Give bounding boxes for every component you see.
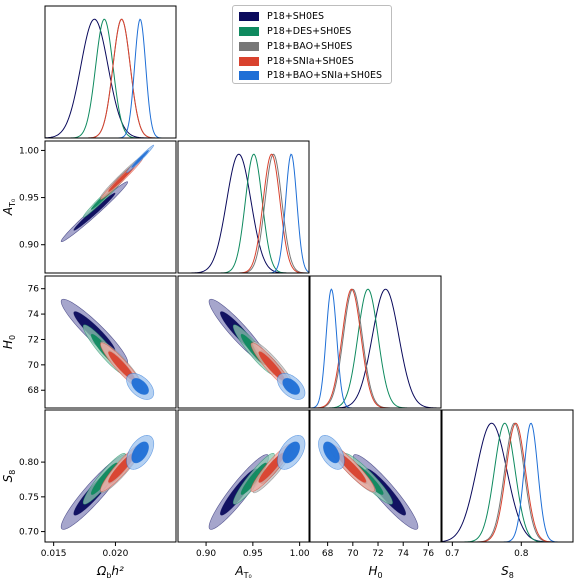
x-tick-label: 72 bbox=[372, 549, 383, 559]
y-tick-label: 76 bbox=[28, 285, 40, 295]
panel-content bbox=[60, 435, 155, 530]
panel-frame bbox=[177, 409, 310, 543]
legend-swatch bbox=[239, 41, 259, 51]
x-axis-label: AT₀ bbox=[234, 564, 251, 580]
panel-content bbox=[60, 144, 155, 243]
x-axis-label: Ωbh² bbox=[96, 564, 124, 580]
x-tick-label: 0.8 bbox=[514, 549, 529, 559]
legend-label: P18+BAO+SNIa+SH0ES bbox=[267, 69, 383, 81]
legend-item: P18+BAO+SH0ES bbox=[239, 39, 352, 53]
legend-swatch bbox=[239, 11, 259, 21]
legend-label: P18+SH0ES bbox=[267, 10, 325, 22]
contour-68 bbox=[323, 441, 340, 464]
y-tick-label: 0.75 bbox=[19, 493, 39, 503]
panel-frame bbox=[44, 5, 177, 139]
posterior-curve bbox=[178, 153, 309, 273]
panel-content bbox=[45, 18, 176, 138]
legend: P18+SH0ES P18+DES+SH0ES P18+BAO+SH0ES P1… bbox=[232, 5, 392, 84]
x-tick-label: 0.015 bbox=[41, 549, 67, 559]
y-tick-label: 0.95 bbox=[19, 194, 39, 204]
panel-content bbox=[60, 298, 155, 400]
x-tick-label: 0.90 bbox=[196, 549, 216, 559]
contour-68 bbox=[73, 192, 116, 231]
panel-frame bbox=[441, 409, 574, 543]
panel-content bbox=[442, 422, 573, 542]
contour-68 bbox=[131, 441, 149, 464]
posterior-curve bbox=[45, 18, 176, 138]
x-axis-label: H0 bbox=[368, 564, 382, 580]
posterior-curve bbox=[178, 153, 309, 273]
panel-content bbox=[208, 435, 306, 530]
panel-frame bbox=[177, 140, 310, 274]
legend-swatch bbox=[239, 26, 259, 36]
x-tick-label: 0.95 bbox=[243, 549, 263, 559]
panel-frame bbox=[309, 409, 442, 543]
contour-68 bbox=[131, 378, 149, 395]
posterior-curve bbox=[310, 288, 441, 408]
posterior-curve bbox=[310, 288, 441, 408]
x-axis-label: S8 bbox=[501, 564, 514, 580]
legend-label: P18+DES+SH0ES bbox=[267, 25, 352, 37]
y-tick-label: 74 bbox=[28, 310, 40, 320]
y-axis-label: H0 bbox=[1, 335, 17, 349]
legend-swatch bbox=[239, 56, 259, 66]
legend-item: P18+SNIa+SH0ES bbox=[239, 54, 354, 68]
panel-frame bbox=[44, 140, 177, 274]
panel-content bbox=[310, 288, 441, 408]
legend-label: P18+BAO+SH0ES bbox=[267, 40, 353, 52]
panel-frame bbox=[44, 275, 177, 409]
y-tick-label: 72 bbox=[28, 335, 39, 345]
legend-item: P18+SH0ES bbox=[239, 9, 324, 23]
y-tick-label: 0.70 bbox=[19, 528, 39, 538]
x-tick-label: 0.7 bbox=[445, 549, 459, 559]
y-axis-label: AT₀ bbox=[1, 199, 17, 216]
posterior-curve bbox=[310, 288, 441, 408]
panel-content bbox=[178, 153, 309, 273]
x-tick-label: 1.00 bbox=[290, 549, 310, 559]
posterior-curve bbox=[442, 422, 573, 542]
x-tick-label: 0.020 bbox=[103, 549, 129, 559]
y-tick-label: 70 bbox=[28, 361, 40, 371]
y-tick-label: 1.00 bbox=[19, 146, 39, 156]
y-tick-label: 0.80 bbox=[19, 458, 39, 468]
x-tick-label: 70 bbox=[347, 549, 359, 559]
posterior-curve bbox=[310, 288, 441, 408]
contour-68 bbox=[282, 378, 301, 395]
y-tick-label: 0.90 bbox=[19, 241, 39, 251]
y-axis-label: S8 bbox=[1, 470, 17, 483]
panel-frame bbox=[309, 275, 442, 409]
panel-content bbox=[318, 435, 419, 530]
x-tick-label: 68 bbox=[322, 549, 334, 559]
posterior-curve bbox=[45, 18, 176, 138]
x-tick-label: 74 bbox=[397, 549, 409, 559]
contour-68 bbox=[131, 150, 149, 168]
y-tick-label: 68 bbox=[28, 386, 40, 396]
legend-item: P18+BAO+SNIa+SH0ES bbox=[239, 68, 382, 82]
panel-frame bbox=[177, 275, 310, 409]
legend-item: P18+DES+SH0ES bbox=[239, 24, 351, 38]
x-tick-label: 76 bbox=[423, 549, 435, 559]
contour-68 bbox=[282, 441, 301, 464]
panel-content bbox=[208, 298, 306, 400]
legend-swatch bbox=[239, 70, 259, 80]
panel-frame bbox=[44, 409, 177, 543]
legend-label: P18+SNIa+SH0ES bbox=[267, 55, 354, 67]
posterior-curve bbox=[310, 288, 441, 408]
